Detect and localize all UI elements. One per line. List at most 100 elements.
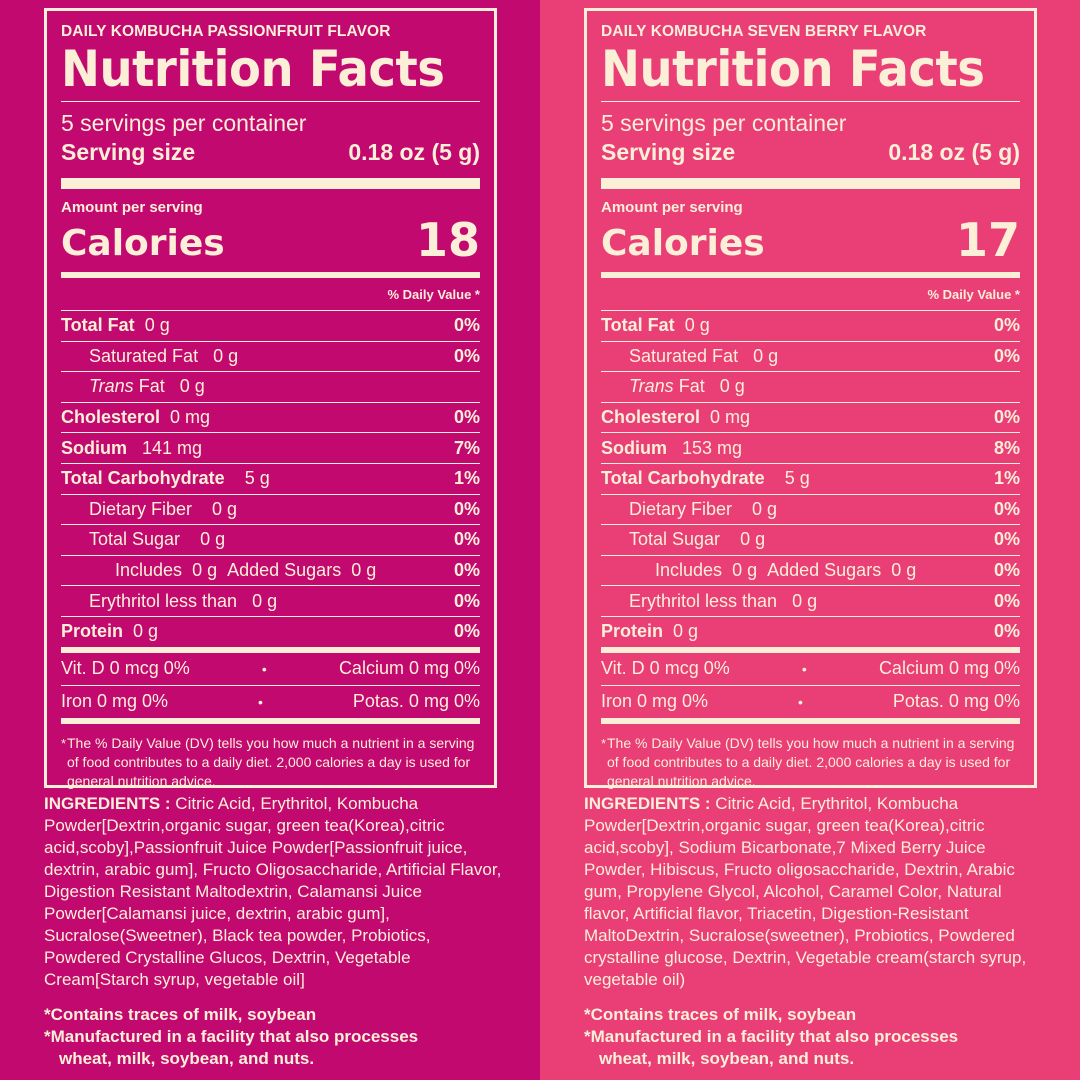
footnote: * The % Daily Value (DV) tells you how m… — [61, 734, 480, 791]
ingredients: INGREDIENTS : Citric Acid, Erythritol, K… — [44, 793, 504, 991]
allergen-notes: *Contains traces of milk, soybean *Manuf… — [44, 1004, 418, 1070]
nutrient-amount: 0 g — [213, 345, 239, 366]
nutrient-dv: 0% — [453, 529, 480, 550]
nutrient-label-italic: Trans — [89, 376, 134, 397]
nutrient-label: Fat — [138, 376, 165, 397]
nutrient-amount: 5 g — [244, 468, 270, 489]
bullet: • — [798, 693, 803, 710]
nutrient-label: Total Carbohydrate — [601, 468, 765, 489]
servings-per-container: 5 servings per container — [601, 110, 847, 136]
nutrient-label: Erythritol less than — [89, 590, 238, 611]
nutrient-amount: 0 g — [144, 315, 170, 336]
vitamin-row: Iron 0 mg 0% • Potas. 0 mg 0% — [601, 686, 1020, 718]
nutrient-label: Total Sugar — [89, 529, 181, 550]
nutrient-row-cholesterol: Cholesterol 0 mg 0% — [61, 401, 480, 433]
medium-divider — [601, 272, 1020, 278]
nutrient-dv: 0% — [453, 590, 480, 611]
ingredients-label: INGREDIENTS : — [584, 794, 711, 813]
nutrient-dv: 0% — [993, 498, 1020, 519]
nutrient-row-trans-fat: Trans Fat 0 g — [61, 371, 480, 402]
nutrient-row-sodium: Sodium 153 mg 8% — [601, 432, 1020, 463]
divider — [61, 101, 480, 102]
nutrient-dv: 1% — [993, 468, 1020, 489]
passionfruit-panel: DAILY KOMBUCHA PASSIONFRUIT FLAVOR Nutri… — [0, 0, 540, 1080]
nutrient-amount: 0 g — [719, 376, 745, 397]
nutrient-label: Cholesterol — [601, 407, 701, 428]
nutrient-row-trans-fat: Trans Fat 0 g — [601, 371, 1020, 402]
nutrient-dv: 1% — [453, 468, 480, 489]
nutrient-amount: 0 g — [740, 529, 766, 550]
bullet: • — [261, 660, 267, 677]
daily-value-header: % Daily Value * — [387, 287, 481, 302]
nutrient-dv: 0% — [453, 315, 480, 336]
nutrition-facts-title: Nutrition Facts — [601, 40, 985, 98]
footnote: * The % Daily Value (DV) tells you how m… — [601, 734, 1020, 791]
nutrient-label: Fat — [678, 376, 705, 397]
vitamin-left: Iron 0 mg 0% — [61, 691, 169, 712]
nutrient-amount: 0 g — [673, 621, 699, 642]
medium-divider — [61, 717, 480, 724]
serving-size-row: Serving size 0.18 oz (5 g) — [61, 139, 480, 166]
nutrient-amount: 0 g — [792, 590, 818, 611]
nutrient-amount: 0 g — [200, 529, 226, 550]
nutrient-row-total-fat: Total Fat 0 g 0% — [601, 310, 1020, 341]
nutrient-row-total-carbohydrate: Total Carbohydrate 5 g 1% — [601, 462, 1020, 494]
nutrient-dv: 0% — [453, 560, 480, 581]
facility-note-cont: wheat, milk, soybean, and nuts. — [599, 1049, 855, 1068]
vitamin-right: Potas. 0 mg 0% — [352, 691, 480, 712]
nutrient-dv: 0% — [453, 345, 480, 366]
nutrient-dv: 0% — [453, 407, 480, 428]
vitamin-row: Iron 0 mg 0% • Potas. 0 mg 0% — [61, 686, 480, 718]
footnote-star: * — [601, 735, 607, 751]
amount-per-serving: Amount per serving — [601, 199, 743, 216]
nutrient-amount: 0 g — [192, 560, 218, 581]
calories-value: 17 — [955, 213, 1020, 267]
nutrient-amount: 0 g — [133, 621, 159, 642]
nutrient-row-total-fat: Total Fat 0 g 0% — [61, 310, 480, 341]
nutrient-label: Total Carbohydrate — [61, 468, 225, 489]
footnote-text: The % Daily Value (DV) tells you how muc… — [606, 734, 1015, 789]
nutrient-row-protein: Protein 0 g 0% — [601, 615, 1020, 647]
nutrient-dv: 0% — [993, 621, 1020, 642]
serving-size-label: Serving size — [601, 139, 736, 165]
servings-per-container: 5 servings per container — [61, 110, 307, 136]
amount-per-serving: Amount per serving — [61, 199, 203, 216]
nutrition-facts-box: DAILY KOMBUCHA PASSIONFRUIT FLAVOR Nutri… — [44, 8, 497, 791]
nutrient-label: Cholesterol — [61, 407, 161, 428]
nutrient-row-dietary-fiber: Dietary Fiber 0 g 0% — [601, 493, 1020, 525]
nutrient-label: Protein — [61, 621, 124, 642]
nutrient-amount: 0 g — [684, 315, 710, 336]
thick-divider — [61, 178, 480, 189]
nutrient-dv: 0% — [993, 529, 1020, 550]
nutrient-amount: 0 mg — [710, 407, 751, 428]
medium-divider — [61, 646, 480, 653]
nutrient-dv: 7% — [453, 437, 480, 458]
nutrient-dv: 0% — [453, 498, 480, 519]
nutrient-row-saturated-fat: Saturated Fat 0 g 0% — [601, 340, 1020, 372]
vitamin-row: Vit. D 0 mcg 0% • Calcium 0 mg 0% — [601, 653, 1020, 686]
nutrient-amount: 0 g — [212, 498, 238, 519]
vitamin-left: Iron 0 mg 0% — [601, 691, 709, 712]
nutrient-amount: 0 g — [732, 560, 758, 581]
vitamin-row: Vit. D 0 mcg 0% • Calcium 0 mg 0% — [61, 653, 480, 686]
nutrient-row-added-sugars: Includes 0 g Added Sugars 0 g 0% — [601, 554, 1020, 586]
bullet: • — [801, 660, 807, 677]
nutrient-label: Erythritol less than — [629, 590, 778, 611]
nutrient-dv: 0% — [993, 407, 1020, 428]
nutrient-label-italic: Trans — [629, 376, 674, 397]
nutrient-row-total-sugar: Total Sugar 0 g 0% — [61, 524, 480, 555]
calories-label: Calories — [61, 223, 225, 264]
nutrient-amount-2: 0 g — [351, 560, 377, 581]
ingredients: INGREDIENTS : Citric Acid, Erythritol, K… — [584, 793, 1044, 991]
flavor-name: DAILY KOMBUCHA SEVEN BERRY FLAVOR — [601, 23, 927, 40]
nutrient-amount: 153 mg — [682, 437, 743, 458]
ingredients-label: INGREDIENTS : — [44, 794, 171, 813]
daily-value-header: % Daily Value * — [927, 287, 1021, 302]
medium-divider — [601, 646, 1020, 653]
nutrient-row-erythritol: Erythritol less than 0 g 0% — [601, 585, 1020, 616]
nutrient-dv: 0% — [453, 621, 480, 642]
thick-divider — [601, 178, 1020, 189]
serving-size-value: 0.18 oz (5 g) — [888, 139, 1020, 165]
facility-note: *Manufactured in a facility that also pr… — [44, 1027, 419, 1046]
